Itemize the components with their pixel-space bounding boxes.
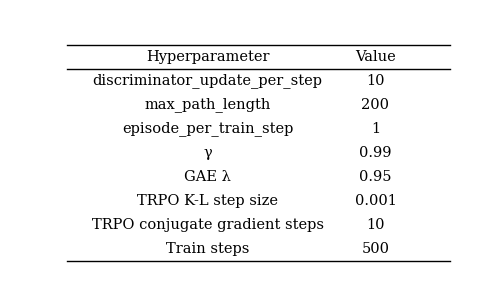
Text: 0.99: 0.99 <box>359 146 392 160</box>
Text: 0.95: 0.95 <box>359 170 392 184</box>
Text: episode_per_train_step: episode_per_train_step <box>122 121 293 136</box>
Text: Train steps: Train steps <box>166 242 249 256</box>
Text: discriminator_update_per_step: discriminator_update_per_step <box>93 73 323 88</box>
Text: Value: Value <box>355 50 396 64</box>
Text: 500: 500 <box>361 242 390 256</box>
Text: 1: 1 <box>371 122 380 136</box>
Text: max_path_length: max_path_length <box>144 97 271 112</box>
Text: 200: 200 <box>361 98 390 112</box>
Text: 10: 10 <box>366 218 385 232</box>
Text: Hyperparameter: Hyperparameter <box>146 50 269 64</box>
Text: 10: 10 <box>366 74 385 88</box>
Text: TRPO conjugate gradient steps: TRPO conjugate gradient steps <box>92 218 324 232</box>
Text: TRPO K-L step size: TRPO K-L step size <box>137 194 278 208</box>
Text: GAE λ: GAE λ <box>184 170 231 184</box>
Text: 0.001: 0.001 <box>354 194 397 208</box>
Text: γ: γ <box>203 146 212 160</box>
